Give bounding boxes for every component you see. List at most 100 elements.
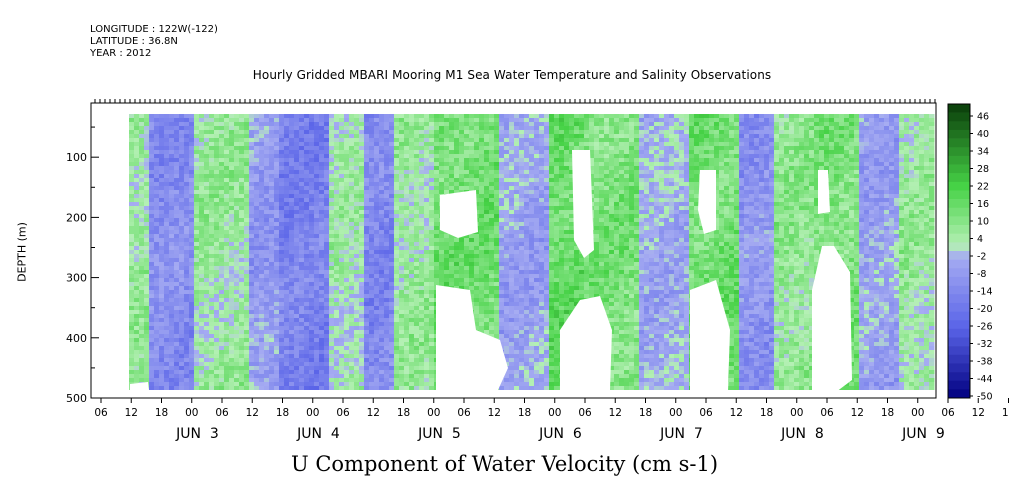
heatmap-cell: [299, 146, 305, 151]
heatmap-cell: [364, 190, 370, 195]
heatmap-cell: [289, 138, 295, 143]
heatmap-cell: [294, 250, 300, 255]
heatmap-cell: [484, 182, 490, 187]
heatmap-cell: [354, 154, 360, 159]
heatmap-cell: [409, 150, 415, 155]
heatmap-cell: [164, 294, 170, 299]
heatmap-cell: [274, 266, 280, 271]
heatmap-cell: [389, 142, 395, 147]
heatmap-cell: [389, 178, 395, 183]
heatmap-cell: [344, 326, 350, 331]
heatmap-cell: [174, 242, 180, 247]
heatmap-cell: [464, 274, 470, 279]
heatmap-cell: [239, 286, 245, 291]
heatmap-cell: [134, 306, 140, 311]
heatmap-cell: [194, 158, 200, 163]
heatmap-cell: [274, 282, 280, 287]
heatmap-cell: [344, 386, 350, 391]
heatmap-cell: [159, 302, 165, 307]
heatmap-cell: [384, 354, 390, 359]
heatmap-cell: [179, 182, 185, 187]
heatmap-cell: [309, 234, 315, 239]
heatmap-cell: [439, 122, 445, 127]
heatmap-cell: [214, 274, 220, 279]
heatmap-cell: [444, 182, 450, 187]
heatmap-cell: [224, 354, 230, 359]
heatmap-cell: [274, 374, 280, 379]
heatmap-cell: [159, 258, 165, 263]
heatmap-cell: [189, 198, 195, 203]
heatmap-cell: [409, 134, 415, 139]
heatmap-cell: [319, 298, 325, 303]
heatmap-cell: [209, 330, 215, 335]
heatmap-cell: [439, 274, 445, 279]
heatmap-cell: [199, 378, 205, 383]
heatmap-cell: [269, 150, 275, 155]
heatmap-cell: [384, 222, 390, 227]
heatmap-cell: [424, 238, 430, 243]
heatmap-cell: [259, 186, 265, 191]
heatmap-cell: [359, 182, 365, 187]
heatmap-cell: [314, 266, 320, 271]
heatmap-cell: [474, 302, 480, 307]
heatmap-cell: [159, 198, 165, 203]
heatmap-cell: [189, 250, 195, 255]
heatmap-cell: [434, 230, 440, 235]
heatmap-cell: [294, 318, 300, 323]
heatmap-cell: [429, 238, 435, 243]
heatmap-cell: [219, 330, 225, 335]
heatmap-cell: [324, 262, 330, 267]
heatmap-cell: [159, 346, 165, 351]
heatmap-cell: [309, 250, 315, 255]
heatmap-cell: [399, 194, 405, 199]
heatmap-cell: [174, 194, 180, 199]
heatmap-cell: [424, 154, 430, 159]
heatmap-cell: [454, 238, 460, 243]
heatmap-cell: [284, 318, 290, 323]
heatmap-cell: [134, 366, 140, 371]
heatmap-cell: [249, 186, 255, 191]
heatmap-cell: [484, 290, 490, 295]
heatmap-cell: [209, 302, 215, 307]
heatmap-cell: [244, 270, 250, 275]
heatmap-cell: [359, 282, 365, 287]
heatmap-cell: [429, 250, 435, 255]
heatmap-cell: [379, 290, 385, 295]
heatmap-cell: [224, 138, 230, 143]
heatmap-cell: [349, 214, 355, 219]
heatmap-cell: [169, 138, 175, 143]
heatmap-cell: [174, 358, 180, 363]
heatmap-cell: [449, 158, 455, 163]
heatmap-cell: [254, 166, 260, 171]
heatmap-cell: [309, 366, 315, 371]
heatmap-cell: [139, 234, 145, 239]
heatmap-cell: [264, 322, 270, 327]
heatmap-cell: [144, 182, 150, 187]
heatmap-cell: [194, 322, 200, 327]
heatmap-cell: [169, 330, 175, 335]
heatmap-cell: [299, 230, 305, 235]
heatmap-cell: [389, 326, 395, 331]
heatmap-cell: [364, 266, 370, 271]
heatmap-cell: [169, 206, 175, 211]
heatmap-cell: [184, 254, 190, 259]
heatmap-cell: [134, 146, 140, 151]
heatmap-cell: [134, 182, 140, 187]
heatmap-cell: [484, 330, 490, 335]
heatmap-cell: [294, 386, 300, 391]
heatmap-cell: [194, 178, 200, 183]
heatmap-cell: [169, 114, 175, 119]
heatmap-cell: [219, 154, 225, 159]
heatmap-cell: [174, 266, 180, 271]
heatmap-cell: [384, 362, 390, 367]
heatmap-cell: [279, 222, 285, 227]
heatmap-cell: [234, 370, 240, 375]
heatmap-cell: [259, 190, 265, 195]
heatmap-cell: [159, 370, 165, 375]
heatmap-cell: [224, 382, 230, 387]
heatmap-cell: [319, 358, 325, 363]
heatmap-cell: [144, 290, 150, 295]
heatmap-cell: [169, 250, 175, 255]
heatmap-cell: [399, 362, 405, 367]
heatmap-cell: [189, 150, 195, 155]
